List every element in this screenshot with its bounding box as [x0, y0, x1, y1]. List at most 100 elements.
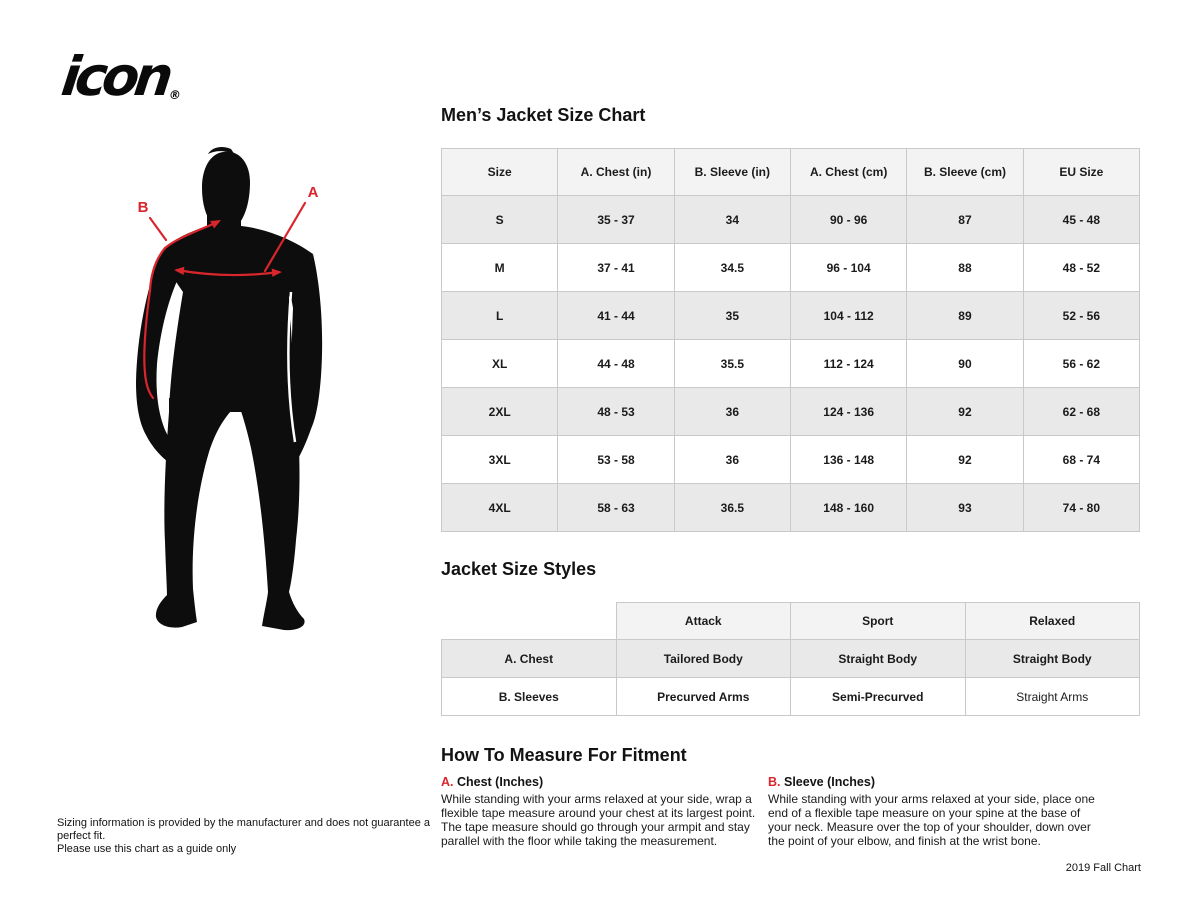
size-row-l: L 41 - 44 35 104 - 112 89 52 - 56: [440, 291, 1141, 340]
style-row-chest: A. Chest Tailored Body Straight Body Str…: [441, 639, 1140, 678]
column-header-eu-size: EU Size: [1022, 148, 1141, 196]
size-row-s: S 35 - 37 34 90 - 96 87 45 - 48: [440, 195, 1141, 244]
cell: 88: [906, 243, 1024, 292]
cell: 62 - 68: [1022, 387, 1141, 436]
size-row-m: M 37 - 41 34.5 96 - 104 88 48 - 52: [440, 243, 1141, 292]
size-row-xl: XL 44 - 48 35.5 112 - 124 90 56 - 62: [440, 339, 1141, 388]
empty-corner-cell: [442, 603, 617, 640]
arrowheads: [174, 220, 282, 277]
sleeve-measure-line: [148, 216, 168, 242]
cell: 112 - 124: [789, 339, 908, 388]
size-chart-title: Men’s Jacket Size Chart: [441, 105, 646, 125]
row-header-chest: A. Chest: [441, 639, 617, 678]
cell: 37 - 41: [557, 243, 675, 292]
cell: M: [440, 243, 559, 292]
cell: 56 - 62: [1022, 339, 1141, 388]
column-header-sleeve-in: B. Sleeve (in): [673, 148, 791, 196]
cell: 90: [906, 339, 1024, 388]
cell: 35: [673, 291, 791, 340]
arm-torso-gap: [287, 291, 297, 443]
disclaimer-line-2: Please use this chart as a guide only: [57, 843, 237, 855]
cell: 45 - 48: [1022, 195, 1141, 244]
cell: S: [440, 195, 559, 244]
cell: 89: [906, 291, 1024, 340]
cell: 148 - 160: [789, 483, 908, 532]
cell: 41 - 44: [557, 291, 675, 340]
cell: 44 - 48: [557, 339, 675, 388]
cell: 35 - 37: [557, 195, 675, 244]
sleeve-label-text: Sleeve (Inches): [783, 775, 875, 789]
icon-logo-text: icon: [58, 45, 172, 108]
cell: 58 - 63: [557, 483, 675, 532]
cell: 36: [673, 435, 791, 484]
cell: Semi-Precurved: [790, 677, 966, 716]
howto-sleeve-section: B. Sleeve (Inches) While standing with y…: [768, 775, 1100, 848]
cell: L: [440, 291, 559, 340]
cell: 48 - 52: [1022, 243, 1141, 292]
howto-sleeve-label: B. Sleeve (Inches): [768, 775, 1100, 789]
cell: Straight Arms: [964, 677, 1140, 716]
column-header-chest-in: A. Chest (in): [557, 148, 675, 196]
style-chart-header-row: Attack Sport Relaxed: [442, 602, 1140, 640]
registered-mark: ®: [167, 88, 182, 102]
disclaimer-line-1: Sizing information is provided by the ma…: [57, 817, 431, 842]
cell: 34.5: [673, 243, 791, 292]
cell: 68 - 74: [1022, 435, 1141, 484]
chest-label-a: A: [308, 184, 319, 201]
cell: XL: [440, 339, 559, 388]
column-header-chest-cm: A. Chest (cm): [789, 148, 908, 196]
cell: 3XL: [440, 435, 559, 484]
chest-label-text: Chest (Inches): [456, 775, 544, 789]
chest-pointer-line: [263, 201, 307, 273]
cell: 36.5: [673, 483, 791, 532]
chest-letter: A.: [441, 775, 454, 789]
cell: 35.5: [673, 339, 791, 388]
cell: 2XL: [440, 387, 559, 436]
cell: Straight Body: [964, 639, 1140, 678]
cell: 136 - 148: [789, 435, 908, 484]
size-row-2xl: 2XL 48 - 53 36 124 - 136 92 62 - 68: [440, 387, 1141, 436]
chart-version: 2019 Fall Chart: [1065, 862, 1141, 874]
column-header-attack: Attack: [615, 602, 791, 640]
cell: 53 - 58: [557, 435, 675, 484]
style-row-sleeves: B. Sleeves Precurved Arms Semi-Precurved…: [441, 677, 1140, 716]
row-header-sleeves: B. Sleeves: [441, 677, 617, 716]
sleeve-letter: B.: [768, 775, 781, 789]
cell: 124 - 136: [789, 387, 908, 436]
howto-sleeve-body: While standing with your arms relaxed at…: [768, 792, 1095, 848]
howto-chest-section: A. Chest (Inches) While standing with yo…: [441, 775, 773, 848]
style-chart-table: Attack Sport Relaxed A. Chest Tailored B…: [441, 602, 1140, 716]
cell: 52 - 56: [1022, 291, 1141, 340]
cell: 74 - 80: [1022, 483, 1141, 532]
man-silhouette-figure: B A: [136, 146, 323, 631]
size-row-3xl: 3XL 53 - 58 36 136 - 148 92 68 - 74: [440, 435, 1141, 484]
cell: 48 - 53: [557, 387, 675, 436]
sleeve-measure-curve: [143, 220, 220, 400]
howto-title: How To Measure For Fitment: [441, 745, 687, 765]
cell: 36: [673, 387, 791, 436]
column-header-relaxed: Relaxed: [964, 602, 1140, 640]
size-row-4xl: 4XL 58 - 63 36.5 148 - 160 93 74 - 80: [440, 483, 1141, 532]
column-header-sleeve-cm: B. Sleeve (cm): [906, 148, 1024, 196]
cell: 104 - 112: [789, 291, 908, 340]
cell: 92: [906, 435, 1024, 484]
cell: Straight Body: [790, 639, 966, 678]
style-chart-title: Jacket Size Styles: [441, 559, 597, 579]
cell: 96 - 104: [789, 243, 908, 292]
size-chart-header-row: Size A. Chest (in) B. Sleeve (in) A. Che…: [440, 148, 1141, 196]
cell: Tailored Body: [615, 639, 791, 678]
column-header-sport: Sport: [790, 602, 966, 640]
cell: Precurved Arms: [615, 677, 791, 716]
column-header-size: Size: [440, 148, 559, 196]
icon-logo: icon®: [58, 45, 187, 108]
cell: 93: [906, 483, 1024, 532]
cell: 4XL: [440, 483, 559, 532]
sleeve-label-b: B: [138, 199, 149, 216]
howto-chest-label: A. Chest (Inches): [441, 775, 773, 789]
chest-measure-line: [175, 268, 281, 277]
cell: 92: [906, 387, 1024, 436]
size-chart-table: Size A. Chest (in) B. Sleeve (in) A. Che…: [440, 148, 1141, 532]
cell: 34: [673, 195, 791, 244]
cell: 87: [906, 195, 1024, 244]
howto-chest-body: While standing with your arms relaxed at…: [441, 792, 756, 848]
